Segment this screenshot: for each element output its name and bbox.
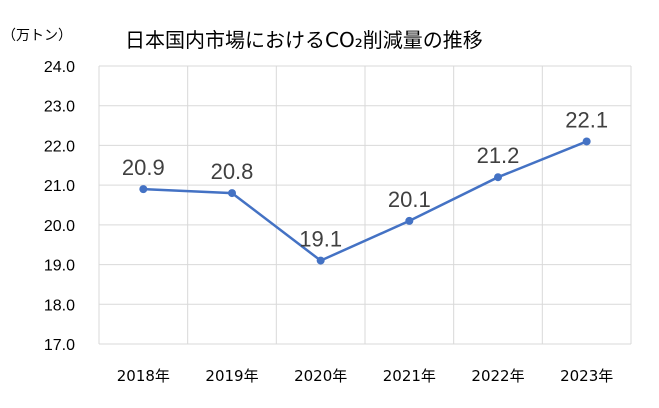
data-point xyxy=(316,256,325,265)
y-tick-label: 24.0 xyxy=(44,59,75,76)
series-line xyxy=(143,140,588,263)
x-tick-label: 2023年 xyxy=(560,367,613,385)
data-point xyxy=(405,216,414,225)
data-label: 20.8 xyxy=(211,159,254,184)
y-tick-label: 18.0 xyxy=(44,297,75,314)
data-labels: 20.9 20.8 19.1 20.1 21.2 22.1 xyxy=(122,107,608,251)
chart-title: 日本国内市場におけるCO₂削減量の推移 xyxy=(125,28,483,52)
data-point xyxy=(139,185,148,194)
y-axis-unit-label: （万トン） xyxy=(2,28,72,44)
data-label: 21.2 xyxy=(477,143,520,168)
y-tick-label: 17.0 xyxy=(44,337,75,354)
data-label: 22.1 xyxy=(565,107,608,132)
x-axis-ticks: 2018年 2019年 2020年 2021年 2022年 2023年 xyxy=(117,367,614,385)
gridlines xyxy=(98,65,632,345)
y-tick-label: 19.0 xyxy=(44,258,75,275)
y-axis-ticks: 17.0 18.0 19.0 20.0 21.0 22.0 23.0 24.0 xyxy=(44,59,75,354)
data-point xyxy=(494,173,502,182)
y-tick-label: 21.0 xyxy=(44,178,75,195)
data-label: 19.1 xyxy=(299,227,342,252)
data-point xyxy=(228,189,236,198)
data-label: 20.1 xyxy=(388,187,431,212)
data-points xyxy=(139,137,591,265)
data-label: 20.9 xyxy=(122,155,165,180)
y-tick-label: 20.0 xyxy=(44,218,75,235)
x-tick-label: 2022年 xyxy=(471,367,524,385)
x-tick-label: 2021年 xyxy=(383,367,436,385)
x-tick-label: 2019年 xyxy=(205,367,258,385)
y-tick-label: 23.0 xyxy=(44,99,75,116)
x-tick-label: 2018年 xyxy=(117,367,170,385)
data-point xyxy=(582,137,591,146)
y-tick-label: 22.0 xyxy=(44,138,75,155)
x-tick-label: 2020年 xyxy=(294,367,347,385)
